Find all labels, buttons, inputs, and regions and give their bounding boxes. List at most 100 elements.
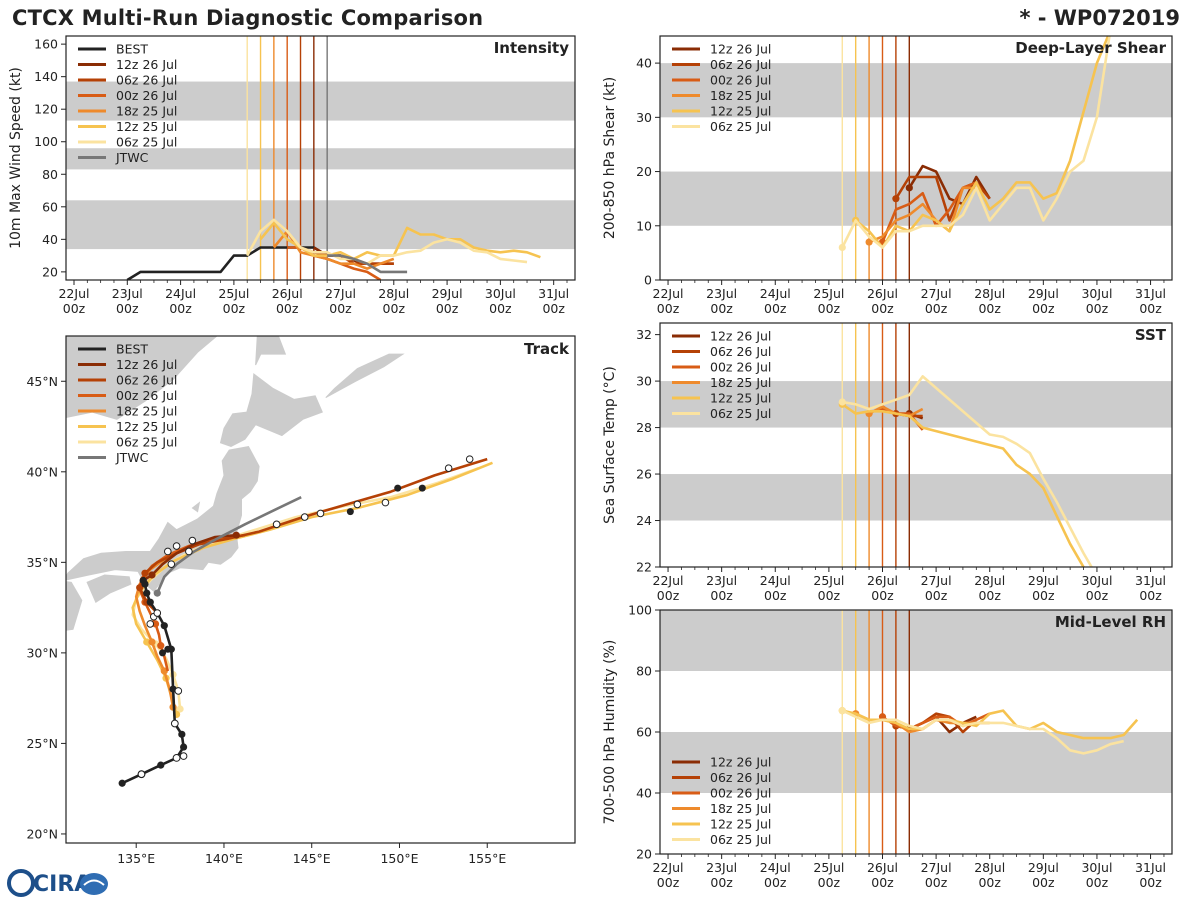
- legend-label: 18z 25 Jul: [710, 88, 771, 103]
- track-point-filled: [179, 743, 188, 751]
- series-line: [246, 218, 528, 266]
- series-line: [908, 164, 991, 206]
- track-point-filled: [164, 645, 172, 653]
- x-tick-label: 00z: [657, 588, 680, 603]
- series-group: [126, 218, 541, 280]
- legend-label: 06z 26 Jul: [116, 73, 177, 88]
- track-line: [156, 496, 302, 594]
- track-point-filled: [118, 779, 126, 787]
- shaded-band: [66, 200, 575, 250]
- kyushu-landmass: [66, 581, 83, 631]
- y-tick-label: 20: [636, 164, 652, 179]
- x-tick-label: 31Jul: [538, 286, 569, 301]
- x-tick-label: 155°E: [468, 851, 506, 866]
- x-tick-label: 00z: [764, 301, 787, 316]
- track-point-filled: [139, 576, 147, 585]
- series-group: [838, 707, 1139, 755]
- x-tick-label: 31Jul: [1135, 860, 1166, 875]
- legend-label: JTWC: [115, 450, 149, 465]
- x-tick-label: 30Jul: [1081, 860, 1112, 875]
- x-tick-label: 00z: [329, 301, 352, 316]
- series-line: [272, 229, 395, 270]
- legend-label: 06z 25 Jul: [710, 832, 771, 847]
- x-tick-label: 00z: [818, 301, 841, 316]
- x-tick-label: 31Jul: [1135, 286, 1166, 301]
- track-line: [131, 461, 493, 715]
- x-tick-label: 23Jul: [706, 860, 737, 875]
- legend-label: 12z 25 Jul: [710, 391, 771, 406]
- y-tick-label: 80: [42, 167, 58, 182]
- x-tick-label: 00z: [169, 301, 192, 316]
- y-tick-label: 35°N: [26, 555, 58, 570]
- track-point-filled: [394, 484, 402, 492]
- legend-label: 18z 25 Jul: [116, 104, 177, 119]
- track-point-open: [174, 687, 183, 695]
- x-tick-label: 22Jul: [653, 573, 684, 588]
- legend-label: 18z 25 Jul: [710, 375, 771, 390]
- series-group: [838, 36, 1111, 252]
- y-tick-label: 40°N: [26, 464, 58, 479]
- track-point-filled: [136, 584, 144, 592]
- track-point-open: [185, 547, 193, 556]
- series-point: [865, 238, 873, 246]
- cira-logo: CIRA: [7, 869, 108, 897]
- track-point-open: [316, 509, 325, 518]
- track-point-filled: [346, 508, 354, 516]
- panel-title: Deep-Layer Shear: [1015, 39, 1166, 57]
- hokkaido-landmass: [219, 373, 323, 448]
- y-tick-label: 100: [34, 134, 58, 149]
- legend-label: 06z 26 Jul: [710, 57, 771, 72]
- x-tick-label: 00z: [1139, 588, 1162, 603]
- x-tick-label: 00z: [710, 875, 733, 890]
- x-tick-label: 00z: [1032, 588, 1055, 603]
- x-tick-label: 00z: [710, 301, 733, 316]
- legend-label: 18z 25 Jul: [116, 404, 177, 419]
- x-tick-label: 00z: [818, 875, 841, 890]
- track-point-filled: [418, 484, 426, 492]
- x-tick-label: 00z: [764, 875, 787, 890]
- legend-label: BEST: [116, 342, 148, 357]
- legend-label: 00z 26 Jul: [116, 88, 177, 103]
- shaded-band: [660, 732, 1172, 793]
- plot-frame: [65, 35, 576, 281]
- series-line: [842, 709, 1139, 740]
- x-tick-label: 00z: [710, 588, 733, 603]
- shaded-band: [660, 610, 1172, 671]
- panel-title: SST: [1135, 326, 1167, 344]
- legend-label: 12z 26 Jul: [710, 329, 771, 344]
- x-tick-label: 24Jul: [760, 573, 791, 588]
- y-tick-label: 60: [636, 725, 652, 740]
- track-point-filled: [178, 730, 186, 738]
- legend-label: 06z 25 Jul: [116, 435, 177, 450]
- x-tick-label: 28Jul: [974, 286, 1005, 301]
- series-line: [854, 36, 1110, 249]
- series-point: [838, 243, 846, 252]
- x-tick-label: 27Jul: [921, 860, 952, 875]
- track-panel: 135°E 140°E 145°E 150°E 155°E 20°N 25°N 30°N 35°…: [26, 335, 576, 866]
- x-tick-label: 00z: [925, 588, 948, 603]
- shear-panel: 01020304022Jul00z23Jul00z24Jul00z25Jul00…: [602, 35, 1173, 316]
- x-tick-label: 26Jul: [867, 573, 898, 588]
- legend-label: 12z 25 Jul: [116, 419, 177, 434]
- x-tick-label: 00z: [116, 301, 139, 316]
- y-tick-label: 10: [636, 218, 652, 233]
- x-tick-label: 00z: [871, 875, 894, 890]
- track-point-filled: [143, 638, 151, 646]
- x-tick-label: 31Jul: [1135, 573, 1166, 588]
- x-tick-label: 150°E: [380, 851, 418, 866]
- series-point: [892, 195, 900, 203]
- legend-label: 12z 26 Jul: [710, 42, 771, 57]
- y-tick-label: 100: [628, 603, 652, 618]
- track-point-open: [444, 464, 453, 472]
- land-group: [66, 336, 405, 631]
- y-tick-label: 25°N: [26, 736, 58, 751]
- x-tick-label: 30Jul: [1081, 573, 1112, 588]
- track-point-open: [353, 500, 362, 509]
- plot-frame: [659, 322, 1173, 568]
- x-tick-label: 00z: [978, 301, 1001, 316]
- x-tick-label: 25Jul: [218, 286, 249, 301]
- x-tick-label: 145°E: [293, 851, 331, 866]
- y-tick-label: 32: [636, 327, 652, 342]
- y-tick-label: 26: [636, 467, 652, 482]
- track-point-filled: [176, 705, 184, 713]
